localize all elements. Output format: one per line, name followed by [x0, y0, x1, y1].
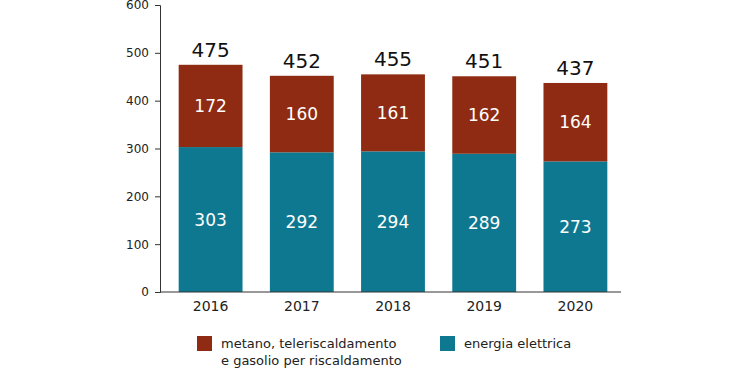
bar-segment	[543, 83, 607, 161]
total-label: 475	[192, 38, 230, 62]
y-axis: 0 100 200 300 400 500 600	[126, 0, 160, 299]
y-tick-mark	[155, 196, 160, 197]
y-tick-label: 100	[126, 238, 149, 252]
bars	[179, 65, 608, 292]
data-label: 303	[194, 210, 226, 230]
legend-swatch	[197, 336, 212, 351]
y-tick: 300	[126, 142, 160, 156]
y-tick-mark	[155, 149, 160, 150]
y-tick-mark	[155, 244, 160, 245]
y-tick-label: 400	[126, 94, 149, 108]
y-tick-label: 200	[126, 190, 149, 204]
legend: metano, teleriscaldamentoe gasolio per r…	[197, 336, 571, 368]
bar-segment	[452, 76, 516, 153]
y-tick: 200	[126, 190, 160, 204]
data-label: 292	[286, 212, 318, 232]
legend-label: energia elettrica	[464, 336, 571, 351]
x-tick-label: 2019	[466, 298, 502, 314]
y-tick-mark	[155, 53, 160, 54]
x-axis-line	[160, 292, 621, 293]
bar-segment	[543, 161, 607, 292]
x-tick: 2018	[375, 292, 411, 314]
total-label: 455	[374, 47, 412, 71]
x-tick-label: 2018	[375, 298, 411, 314]
x-tick: 2019	[466, 292, 502, 314]
x-tick-label: 2017	[284, 298, 320, 314]
bar-segment	[270, 76, 334, 153]
bar-segment	[179, 147, 243, 292]
y-axis-line	[155, 6, 161, 293]
y-tick-label: 500	[126, 46, 149, 60]
total-label: 452	[283, 49, 321, 73]
bar-segment	[361, 74, 425, 151]
data-label: 162	[468, 105, 500, 125]
data-label: 160	[286, 104, 318, 124]
data-label: 294	[377, 212, 409, 232]
bar-segment	[361, 151, 425, 292]
x-tick-label: 2020	[558, 298, 594, 314]
y-tick: 400	[126, 94, 160, 108]
legend-swatch	[440, 336, 455, 351]
data-label: 273	[559, 217, 591, 237]
data-label: 161	[377, 103, 409, 123]
bar-segment	[270, 152, 334, 292]
y-tick-mark	[155, 5, 160, 6]
data-label: 172	[194, 96, 226, 116]
x-tick: 2020	[558, 292, 594, 314]
total-label: 437	[556, 56, 594, 80]
x-tick: 2016	[193, 292, 229, 314]
y-tick-mark	[155, 292, 160, 293]
bar-segment	[452, 154, 516, 292]
y-tick-mark	[155, 101, 160, 102]
x-tick-label: 2016	[193, 298, 229, 314]
x-axis: 2016 2017 2018 2019 2020	[160, 292, 621, 314]
total-label: 451	[465, 49, 503, 73]
data-label: 289	[468, 213, 500, 233]
y-tick-label: 300	[126, 142, 149, 156]
y-tick-label: 0	[141, 285, 149, 299]
series-bars	[179, 147, 608, 292]
legend-label: metano, teleriscaldamentoe gasolio per r…	[221, 336, 402, 368]
y-tick: 600	[126, 0, 160, 12]
data-label: 164	[559, 112, 591, 132]
y-tick: 500	[126, 46, 160, 60]
chart: 3032922942892731721601611621644754524554…	[0, 0, 750, 369]
totals: 475 452 455 451 437	[192, 38, 595, 80]
y-tick: 100	[126, 238, 160, 252]
y-tick-label: 600	[126, 0, 149, 12]
data-labels: 303 292 294 289 273 172 160 161 162 164	[194, 96, 591, 237]
series-bars	[179, 65, 608, 162]
x-tick: 2017	[284, 292, 320, 314]
bar-segment	[179, 65, 243, 147]
y-tick: 0	[141, 285, 160, 299]
